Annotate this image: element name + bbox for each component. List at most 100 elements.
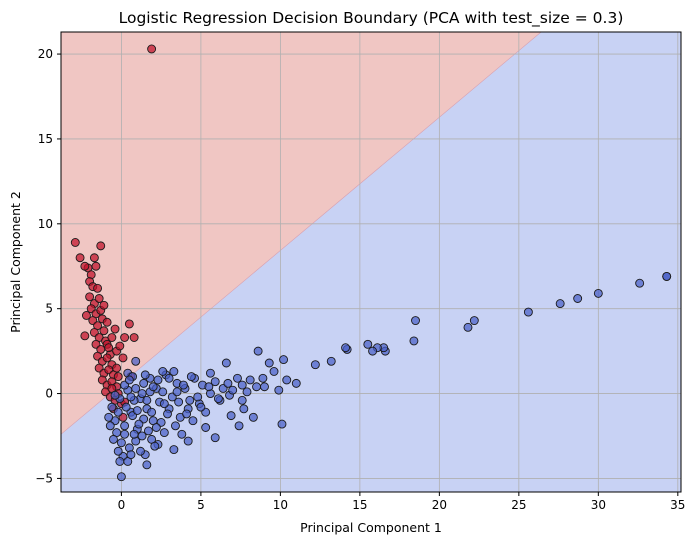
- plot-frame: [60, 31, 682, 493]
- blue-data-point: [132, 406, 142, 415]
- blue-data-point: [210, 433, 220, 443]
- blue-data-point: [139, 378, 149, 388]
- blue-data-point: [183, 436, 193, 446]
- blue-data-point: [269, 367, 279, 376]
- blue-data-point: [253, 346, 263, 356]
- blue-data-point: [593, 288, 603, 298]
- red-data-point: [93, 283, 103, 293]
- blue-data-point: [131, 356, 141, 366]
- blue-data-point: [411, 316, 420, 326]
- red-data-point: [81, 311, 91, 320]
- axis-ticks: 0 5 10 15 20 25 30 35 −5 0 5 10 15 20: [35, 47, 685, 512]
- blue-data-point: [140, 370, 150, 380]
- blue-data-point: [523, 307, 533, 317]
- red-data-point: [80, 261, 90, 271]
- y-tick-label: 0: [45, 387, 53, 401]
- blue-data-point: [113, 407, 123, 417]
- blue-data-point: [153, 375, 163, 385]
- blue-data-point: [201, 423, 211, 432]
- blue-data-point: [258, 373, 268, 383]
- red-data-point: [70, 238, 80, 247]
- blue-data-point: [116, 472, 126, 482]
- y-tick-label: 10: [38, 217, 53, 231]
- y-axis-label: Principal Component 2: [8, 191, 23, 333]
- red-data-point: [99, 326, 109, 336]
- blue-data-point: [239, 404, 249, 414]
- x-tick-label: 20: [432, 498, 447, 512]
- red-data-point: [102, 353, 112, 363]
- blue-data-point: [662, 271, 672, 281]
- blue-data-point: [169, 445, 179, 455]
- blue-data-point: [151, 423, 161, 432]
- blue-data-point: [174, 397, 184, 407]
- x-tick-label: 0: [118, 498, 126, 512]
- blue-data-point: [282, 375, 292, 385]
- red-data-point: [102, 317, 112, 327]
- blue-data-point: [134, 419, 144, 429]
- blue-data-point: [121, 402, 131, 412]
- x-tick-label: 10: [273, 498, 288, 512]
- blue-data-point: [171, 421, 180, 431]
- blue-data-point: [363, 339, 373, 349]
- blue-data-point: [186, 372, 196, 382]
- blue-data-point: [210, 377, 220, 387]
- blue-data-point: [164, 373, 174, 383]
- red-data-point: [124, 319, 134, 329]
- red-data-point: [147, 44, 157, 54]
- blue-data-point: [126, 392, 136, 402]
- red-data-point: [113, 372, 123, 382]
- blue-data-point: [159, 399, 169, 409]
- blue-data-point: [310, 360, 320, 370]
- data-points: [70, 44, 672, 482]
- red-data-point: [118, 353, 128, 363]
- blue-data-point: [182, 409, 192, 419]
- blue-data-point: [136, 446, 145, 456]
- x-tick-label: 15: [352, 498, 367, 512]
- blue-data-point: [158, 367, 168, 376]
- x-tick-label: 35: [670, 498, 685, 512]
- blue-data-point: [159, 428, 169, 438]
- blue-data-point: [555, 299, 565, 309]
- blue-data-point: [277, 419, 287, 429]
- blue-data-point: [213, 394, 223, 404]
- blue-data-point: [115, 456, 125, 466]
- red-data-point: [112, 363, 122, 373]
- blue-data-point: [142, 460, 152, 470]
- blue-data-point: [126, 450, 136, 460]
- blue-data-point: [635, 278, 645, 288]
- red-data-point: [120, 333, 130, 342]
- y-tick-label: 15: [38, 132, 53, 146]
- blue-data-point: [131, 384, 141, 393]
- blue-data-point: [237, 380, 247, 390]
- blue-data-point: [116, 438, 126, 448]
- blue-data-point: [148, 382, 158, 392]
- blue-data-point: [274, 385, 284, 395]
- blue-data-point: [279, 355, 289, 365]
- blue-data-point: [252, 382, 261, 392]
- blue-data-point: [177, 429, 187, 439]
- blue-data-point: [188, 416, 198, 426]
- blue-data-point: [113, 446, 123, 456]
- red-data-point: [91, 261, 101, 271]
- red-data-point: [96, 241, 106, 251]
- blue-data-point: [178, 380, 188, 390]
- blue-data-point: [234, 421, 244, 431]
- red-data-point: [99, 300, 109, 310]
- blue-data-point: [326, 356, 336, 366]
- x-axis-label: Principal Component 1: [300, 520, 442, 535]
- blue-data-point: [120, 421, 130, 431]
- red-data-point: [110, 324, 120, 334]
- blue-data-point: [196, 402, 206, 412]
- blue-data-point: [142, 395, 152, 405]
- red-data-point: [115, 341, 125, 351]
- blue-data-point: [137, 431, 147, 441]
- blue-data-point: [237, 395, 247, 405]
- blue-data-point: [169, 367, 179, 376]
- x-tick-label: 25: [511, 498, 526, 512]
- blue-data-point: [147, 407, 157, 417]
- blue-data-point: [163, 409, 172, 419]
- blue-data-point: [137, 389, 147, 398]
- blue-data-point: [573, 294, 583, 303]
- blue-data-point: [158, 387, 168, 397]
- blue-data-point: [143, 426, 153, 436]
